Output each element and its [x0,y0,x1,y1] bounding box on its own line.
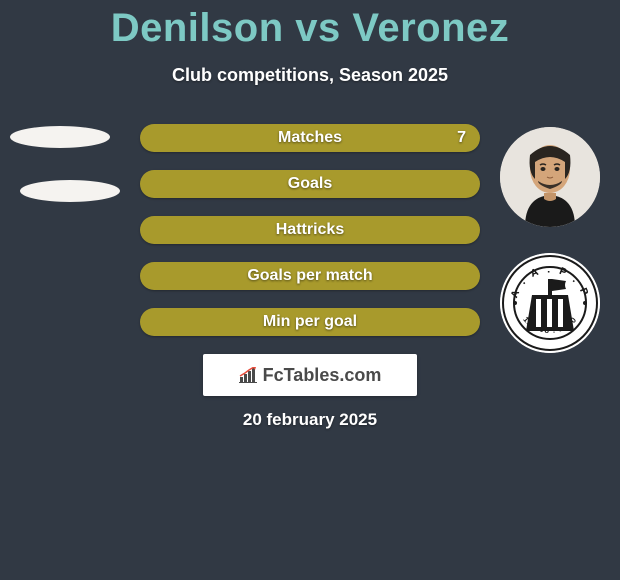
stat-label: Goals [288,175,332,193]
stat-label: Goals per match [247,267,372,285]
stat-label: Min per goal [263,313,357,331]
stat-bar-min-per-goal: Min per goal [140,308,480,336]
stat-bar-hattricks: Hattricks [140,216,480,244]
stat-value: 7 [457,129,466,147]
club-badge-icon: A . A . P . P A . A . P . P 11 . 08 . 19… [500,253,600,353]
player-right-avatar [500,127,600,227]
stat-label: Hattricks [276,221,344,239]
subtitle: Club competitions, Season 2025 [0,65,620,86]
page-title: Denilson vs Veronez [0,0,620,51]
stat-bar-goals-per-match: Goals per match [140,262,480,290]
stats-bars: Matches 7 Goals Hattricks Goals per matc… [140,124,480,354]
date-text: 20 february 2025 [0,410,620,430]
bar-chart-icon [239,367,259,383]
stat-bar-matches: Matches 7 [140,124,480,152]
player-face-icon [500,127,600,227]
logo-text: FcTables.com [263,365,382,386]
player-left-placeholder-1 [10,126,110,148]
stat-label: Matches [278,129,342,147]
stat-bar-goals: Goals [140,170,480,198]
player-left-placeholder-2 [20,180,120,202]
logo-box: FcTables.com [203,354,417,396]
club-badge: A . A . P . P A . A . P . P 11 . 08 . 19… [500,253,600,353]
